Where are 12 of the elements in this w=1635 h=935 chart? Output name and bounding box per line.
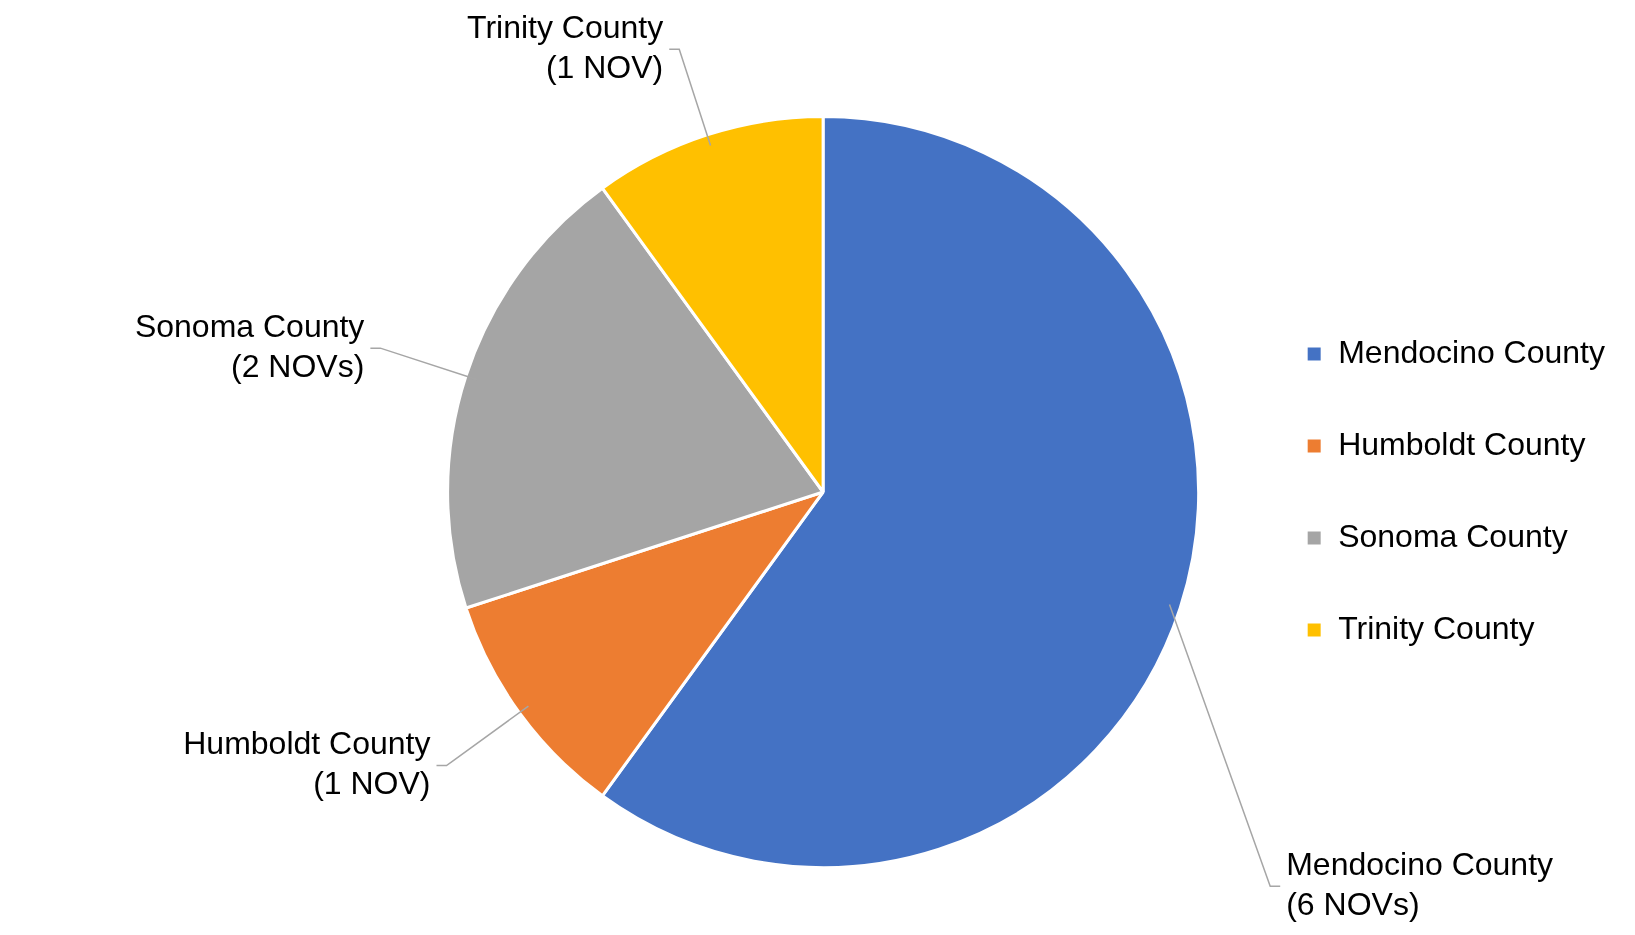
legend-label: Trinity County bbox=[1338, 609, 1535, 646]
slice-label: Sonoma County bbox=[134, 307, 365, 344]
legend-label: Sonoma County bbox=[1338, 517, 1568, 554]
data-label: (2 NOVs) bbox=[231, 347, 365, 384]
slice-label: Humboldt County bbox=[183, 725, 431, 762]
data-label: (6 NOVs) bbox=[1286, 886, 1420, 923]
slice-label: Trinity County bbox=[467, 9, 664, 46]
legend-label: Humboldt County bbox=[1338, 425, 1586, 462]
data-label: (1 NOV) bbox=[313, 765, 431, 802]
slice-label: Mendocino County bbox=[1286, 846, 1554, 883]
legend-label: Mendocino County bbox=[1338, 333, 1605, 370]
data-label: (1 NOV) bbox=[545, 49, 664, 86]
